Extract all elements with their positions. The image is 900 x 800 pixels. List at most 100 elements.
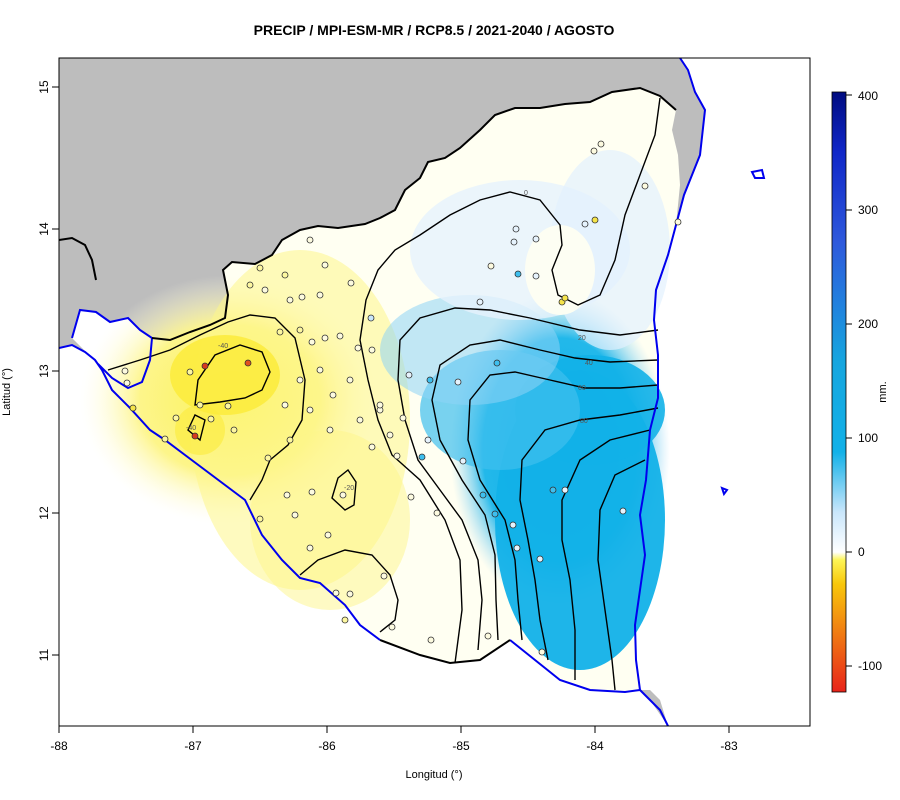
- station-marker: [224, 402, 232, 410]
- station-marker: [479, 491, 487, 499]
- station-marker: [433, 509, 441, 517]
- station-marker: [316, 291, 324, 299]
- contour-label: -40: [186, 425, 196, 432]
- station-points: [121, 140, 682, 656]
- station-marker: [484, 632, 492, 640]
- station-marker: [230, 426, 238, 434]
- y-axis: [52, 86, 59, 656]
- x-tick-label: -85: [452, 739, 470, 753]
- coastlines: [59, 58, 766, 726]
- x-tick-labels: -88 -87 -86 -85 -84 -83: [50, 739, 738, 753]
- contour-label: 0: [524, 190, 528, 197]
- plot-frame: [58, 57, 811, 727]
- station-marker: [454, 378, 462, 386]
- station-marker: [399, 414, 407, 422]
- y-tick-label: 12: [37, 506, 51, 520]
- contour-label: 60: [578, 385, 586, 392]
- station-marker: [393, 452, 401, 460]
- y-tick-label: 15: [37, 80, 51, 94]
- station-marker: [590, 147, 598, 155]
- contour-label: -40: [218, 343, 228, 350]
- station-marker: [201, 362, 209, 370]
- station-marker: [368, 443, 376, 451]
- station-marker: [283, 491, 291, 499]
- station-marker: [341, 616, 349, 624]
- station-marker: [347, 279, 355, 287]
- station-marker: [491, 510, 499, 518]
- station-marker: [256, 264, 264, 272]
- station-marker: [538, 648, 546, 656]
- station-marker: [532, 235, 540, 243]
- station-marker: [536, 555, 544, 563]
- station-marker: [674, 218, 682, 226]
- colorbar-ticks: [846, 94, 852, 667]
- contour-60: [467, 371, 659, 641]
- y-tick-labels: 15 14 13 12 11: [37, 80, 51, 661]
- north-border: [151, 86, 677, 342]
- station-marker: [244, 359, 252, 367]
- x-tick-label: -88: [50, 739, 68, 753]
- station-marker: [306, 236, 314, 244]
- station-marker: [512, 225, 520, 233]
- station-marker: [346, 376, 354, 384]
- plot-area: 0 20 40 60 80 -40 -40 -20: [59, 58, 810, 726]
- station-marker: [191, 432, 199, 440]
- station-marker: [161, 435, 169, 443]
- lake-shore: [509, 639, 641, 694]
- y-axis-label: Latitud (°): [1, 368, 13, 416]
- contour-40: [431, 339, 659, 641]
- station-marker: [286, 296, 294, 304]
- station-marker: [296, 376, 304, 384]
- station-marker: [336, 332, 344, 340]
- station-marker: [346, 590, 354, 598]
- station-marker: [129, 404, 137, 412]
- station-marker: [264, 454, 272, 462]
- station-marker: [354, 344, 362, 352]
- station-marker: [513, 544, 521, 552]
- y-tick-label: 11: [37, 648, 51, 661]
- caribbean-coast: [633, 58, 707, 726]
- station-marker: [549, 486, 557, 494]
- station-marker: [581, 220, 589, 228]
- station-marker: [326, 426, 334, 434]
- y-tick-label: 14: [37, 222, 51, 236]
- station-marker: [298, 293, 306, 301]
- station-marker: [367, 314, 375, 322]
- contour-label: 20: [578, 335, 586, 342]
- station-marker: [509, 521, 517, 529]
- station-marker: [380, 572, 388, 580]
- station-marker: [532, 272, 540, 280]
- x-axis: [58, 726, 730, 733]
- contour-0: [359, 97, 661, 664]
- station-marker: [418, 453, 426, 461]
- station-marker: [426, 376, 434, 384]
- y-tick-label: 13: [37, 364, 51, 378]
- south-border: [379, 639, 511, 665]
- station-marker: [281, 401, 289, 409]
- contour-lines: [107, 97, 661, 691]
- station-marker: [186, 368, 194, 376]
- map-title: PRECIP / MPI-ESM-MR / RCP8.5 / 2021-2040…: [254, 22, 615, 38]
- contour-label: 80: [580, 418, 588, 425]
- station-marker: [641, 182, 649, 190]
- contour-80: [519, 407, 659, 661]
- station-marker: [281, 271, 289, 279]
- station-marker: [261, 286, 269, 294]
- station-marker: [339, 491, 347, 499]
- station-marker: [332, 589, 340, 597]
- station-marker: [296, 326, 304, 334]
- station-marker: [561, 294, 569, 302]
- contour-neg20-main: [107, 314, 306, 501]
- colorbar-unit-label: mm.: [877, 381, 889, 402]
- station-marker: [329, 391, 337, 399]
- station-marker: [493, 359, 501, 367]
- contour-label: -20: [344, 485, 354, 492]
- station-marker: [386, 431, 394, 439]
- station-marker: [256, 515, 264, 523]
- colorbar-tick-label: 100: [858, 431, 878, 445]
- station-marker: [487, 262, 495, 270]
- borders: [59, 86, 677, 665]
- station-marker: [597, 140, 605, 148]
- pacific-ocean: [59, 345, 668, 726]
